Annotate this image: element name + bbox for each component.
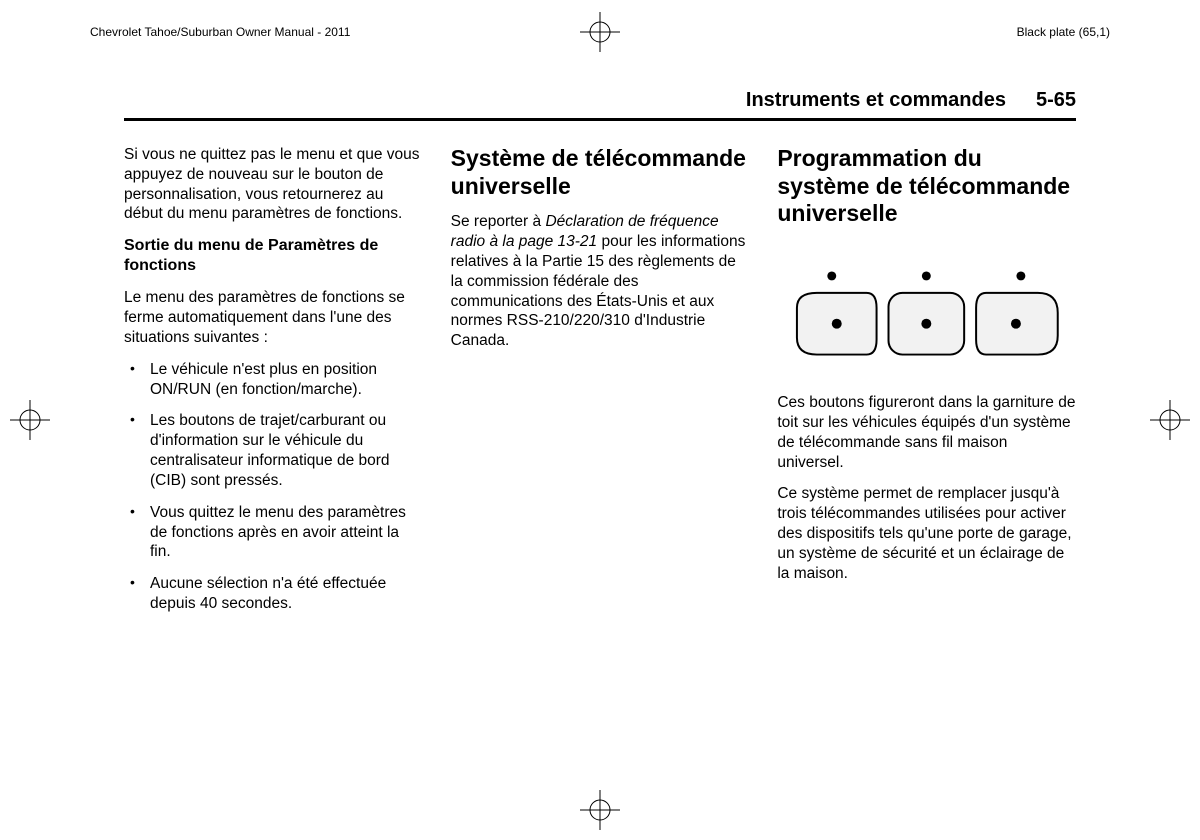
page: Chevrolet Tahoe/Suburban Owner Manual - … <box>0 0 1200 840</box>
column-3: Programmation du système de télécommande… <box>777 145 1076 626</box>
page-header: Instruments et commandes 5-65 <box>124 89 1076 121</box>
col2-heading: Système de télécommande universelle <box>451 145 750 200</box>
col3-heading: Programmation du système de télécommande… <box>777 145 1076 228</box>
column-1: Si vous ne quittez pas le menu et que vo… <box>124 145 423 626</box>
list-item: Aucune sélection n'a été effectuée depui… <box>124 574 423 614</box>
doc-title: Chevrolet Tahoe/Suburban Owner Manual - … <box>90 25 350 39</box>
print-meta-row: Chevrolet Tahoe/Suburban Owner Manual - … <box>90 25 1110 39</box>
col1-intro: Si vous ne quittez pas le menu et que vo… <box>124 145 423 224</box>
col1-bullet-list: Le véhicule n'est plus en position ON/RU… <box>124 360 423 614</box>
col1-lead: Le menu des paramètres de fonctions se f… <box>124 288 423 347</box>
column-2: Système de télécommande universelle Se r… <box>451 145 750 626</box>
universal-remote-buttons-icon <box>777 258 1076 368</box>
list-item: Le véhicule n'est plus en position ON/RU… <box>124 360 423 400</box>
list-item: Les boutons de trajet/carburant ou d'inf… <box>124 411 423 490</box>
plate-info: Black plate (65,1) <box>1017 25 1110 39</box>
col3-p1: Ces boutons figureront dans la garniture… <box>777 393 1076 472</box>
ref-prefix: Se reporter à <box>451 213 546 230</box>
page-number: 5-65 <box>1036 89 1076 112</box>
col3-p2: Ce système permet de remplacer jusqu'à t… <box>777 484 1076 583</box>
ref-suffix: pour les informations relatives à la Par… <box>451 233 746 349</box>
col1-subheading: Sortie du menu de Paramètres de fonction… <box>124 236 423 276</box>
col2-reference: Se reporter à Déclaration de fréquence r… <box>451 212 750 351</box>
content-columns: Si vous ne quittez pas le menu et que vo… <box>90 145 1110 626</box>
section-title: Instruments et commandes <box>746 89 1006 112</box>
list-item: Vous quittez le menu des paramètres de f… <box>124 503 423 562</box>
